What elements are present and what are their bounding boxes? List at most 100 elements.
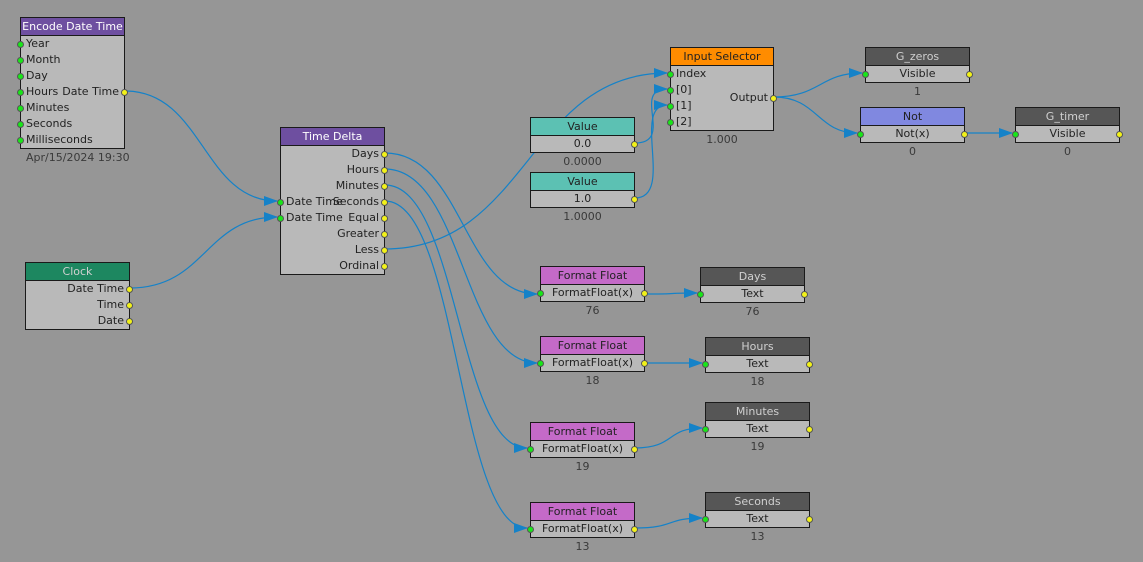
input-label: [2] [676,115,692,128]
input-port[interactable] [702,516,709,523]
input-port[interactable] [1012,131,1019,138]
output-port[interactable] [806,426,813,433]
input-port[interactable] [537,290,544,297]
output-port[interactable] [381,263,388,270]
output-port[interactable] [381,199,388,206]
input-port[interactable] [17,105,24,112]
input-port[interactable] [17,89,24,96]
port-row: Milliseconds [17,132,124,148]
node-value: Visible [1049,127,1086,140]
node-title: Days [701,268,804,286]
output-port[interactable] [966,71,973,78]
input-port[interactable] [857,131,864,138]
input-port[interactable] [527,526,534,533]
output-port[interactable] [1116,131,1123,138]
input-port[interactable] [702,426,709,433]
output-label: Days [351,147,379,160]
output-port[interactable] [126,318,133,325]
wire-arrow-icon [514,443,528,453]
output-port[interactable] [381,215,388,222]
input-port[interactable] [702,361,709,368]
wire[interactable] [384,184,528,449]
input-port[interactable] [667,119,674,126]
input-port[interactable] [17,73,24,80]
wire[interactable] [129,216,278,289]
input-label: Year [26,37,50,50]
wire[interactable] [634,517,703,529]
output-port[interactable] [126,286,133,293]
node-input-selector[interactable]: Input Selector Index [0] [1] [2] Output [667,47,777,131]
node-not[interactable]: Not Not(x) [857,107,968,143]
input-port[interactable] [537,360,544,367]
input-port[interactable] [862,71,869,78]
wire[interactable] [384,152,538,295]
wire[interactable] [773,96,858,134]
node-time-delta[interactable]: Time Delta Days Hours Minutes Date Time Secon… [277,127,388,275]
input-port[interactable] [17,121,24,128]
output-port[interactable] [631,446,638,453]
input-port[interactable] [17,57,24,64]
node-minutes[interactable]: Minutes Text [702,402,813,438]
wire-arrow-icon [264,212,278,222]
output-port[interactable] [381,231,388,238]
input-port[interactable] [667,71,674,78]
input-port[interactable] [17,41,24,48]
output-port[interactable] [806,361,813,368]
output-port[interactable] [961,131,968,138]
node-value-0[interactable]: Value 0.0 [530,117,638,153]
wire-arrow-icon [689,423,703,433]
node-format-float-minutes[interactable]: Format Float FormatFloat(x) [527,422,638,458]
wire[interactable] [384,200,528,529]
node-caption: Apr/15/2024 19:30 [26,151,130,164]
output-port[interactable] [631,526,638,533]
node-clock[interactable]: Clock Date Time Time Date [25,262,133,330]
input-port[interactable] [697,291,704,298]
node-value: Text [746,357,769,370]
output-port[interactable] [641,360,648,367]
output-port[interactable] [381,151,388,158]
output-port[interactable] [381,247,388,254]
node-value-1[interactable]: Value 1.0 [530,172,638,208]
wire[interactable] [644,292,698,295]
output-port[interactable] [381,167,388,174]
output-port[interactable] [631,196,638,203]
node-format-float-seconds[interactable]: Format Float FormatFloat(x) [527,502,638,538]
wire[interactable] [773,72,863,98]
node-title: Format Float [531,503,634,521]
output-port[interactable] [806,516,813,523]
node-value: 0.0 [573,137,592,150]
node-format-float-hours[interactable]: Format Float FormatFloat(x) [537,336,648,372]
node-g-zeros[interactable]: G_zeros Visible [862,47,973,83]
node-encode-date-time[interactable]: Encode Date Time Year Month Day Hours Date Ti… [17,17,128,149]
node-value: Text [746,422,769,435]
wire[interactable] [384,168,538,364]
wire[interactable] [124,90,278,202]
wire[interactable] [634,88,668,144]
node-format-float-days[interactable]: Format Float FormatFloat(x) [537,266,648,302]
output-label: Date Time [62,85,119,98]
input-port[interactable] [667,103,674,110]
input-port[interactable] [277,199,284,206]
node-seconds[interactable]: Seconds Text [702,492,813,528]
output-port[interactable] [631,141,638,148]
input-port[interactable] [17,137,24,144]
wire[interactable] [634,104,668,199]
input-port[interactable] [667,87,674,94]
output-port[interactable] [770,95,777,102]
output-label: Minutes [335,179,379,192]
output-port[interactable] [641,290,648,297]
output-port[interactable] [381,183,388,190]
port-row: Index [667,66,773,82]
input-port[interactable] [277,215,284,222]
node-caption: 0 [909,145,916,158]
output-port[interactable] [121,89,128,96]
wire[interactable] [634,427,703,449]
node-title: Hours [706,338,809,356]
output-port[interactable] [126,302,133,309]
node-hours[interactable]: Hours Text [702,337,813,373]
output-port[interactable] [801,291,808,298]
node-days[interactable]: Days Text [697,267,808,303]
input-port[interactable] [527,446,534,453]
node-caption: 1.0000 [563,210,602,223]
node-g-timer[interactable]: G_timer Visible [1012,107,1123,143]
